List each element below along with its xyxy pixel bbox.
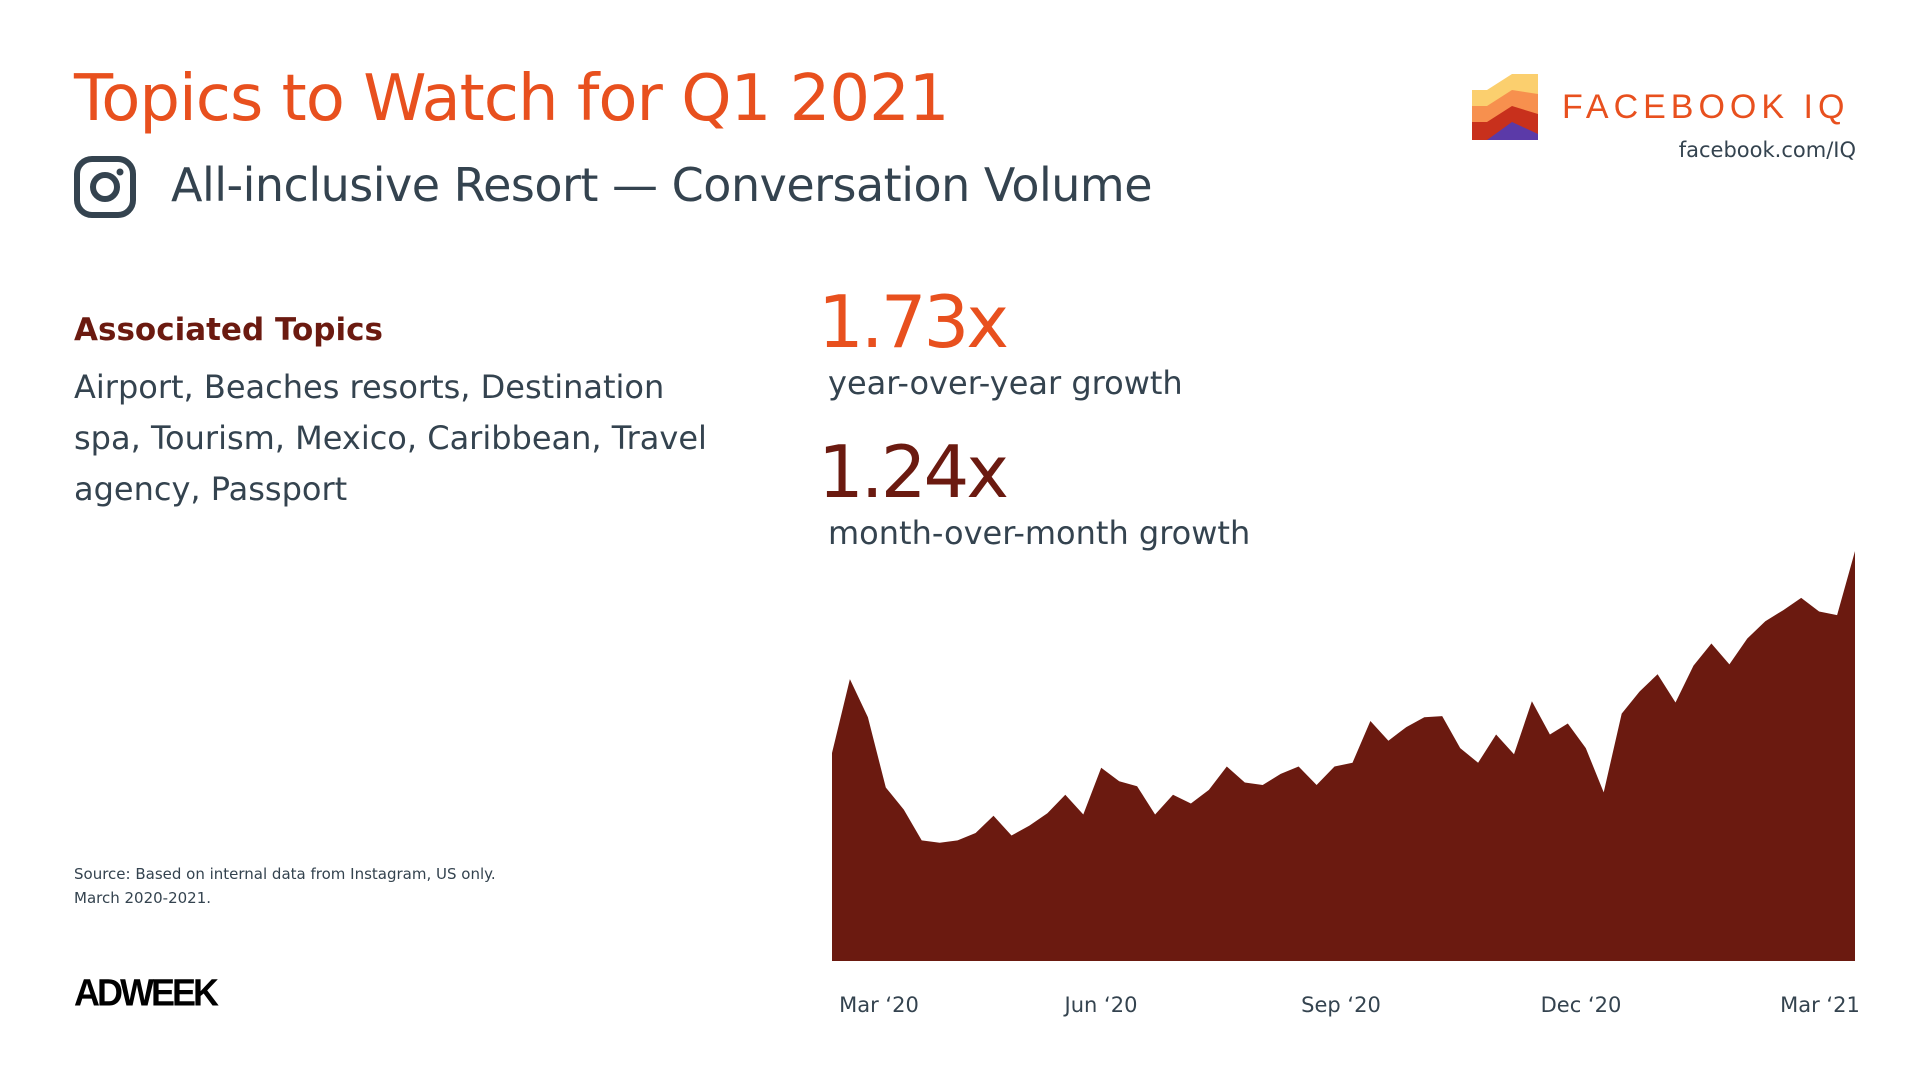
facebook-iq-logo — [1472, 74, 1538, 140]
chart-subtitle: All-inclusive Resort — Conversation Volu… — [171, 158, 1153, 212]
mom-label: month-over-month growth — [828, 514, 1251, 552]
mom-value: 1.24x — [818, 430, 1009, 514]
yoy-value: 1.73x — [818, 280, 1009, 364]
x-tick-label: Jun ‘20 — [1063, 993, 1138, 1017]
associated-topics-heading: Associated Topics — [74, 312, 383, 348]
associated-topics-list: Airport, Beaches resorts, Destination sp… — [74, 368, 707, 508]
brand-name: FACEBOOK IQ — [1562, 88, 1850, 126]
page-title: Topics to Watch for Q1 2021 — [74, 62, 949, 136]
brand-url[interactable]: facebook.com/IQ — [1678, 138, 1856, 162]
x-tick-label: Dec ‘20 — [1541, 993, 1622, 1017]
volume-area — [832, 551, 1855, 961]
adweek-logo: ADWEEK — [74, 970, 219, 1014]
source-note: Source: Based on internal data from Inst… — [74, 862, 496, 910]
source-line-1: Source: Based on internal data from Inst… — [74, 865, 496, 883]
x-tick-label: Mar ‘20 — [839, 993, 919, 1017]
yoy-label: year-over-year growth — [828, 364, 1183, 402]
instagram-icon — [74, 156, 136, 218]
x-tick-label: Sep ‘20 — [1301, 993, 1381, 1017]
source-line-2: March 2020-2021. — [74, 889, 212, 907]
x-tick-label: Mar ‘21 — [1780, 993, 1860, 1017]
